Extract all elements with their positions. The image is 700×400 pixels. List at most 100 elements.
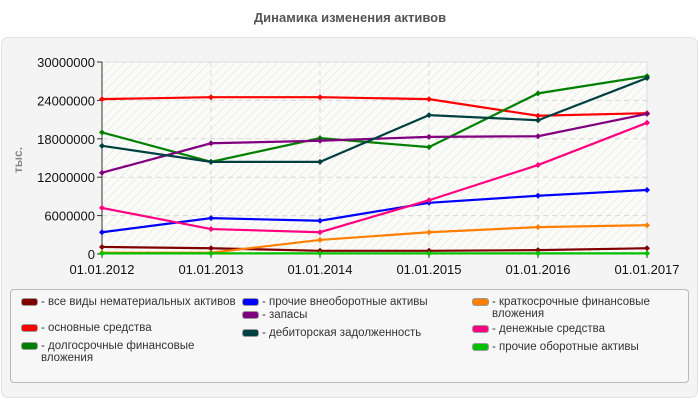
series-line: [99, 75, 650, 165]
legend-label: - денежные средства: [492, 323, 606, 335]
legend: - все виды нематериальных активов - осно…: [10, 289, 689, 383]
legend-item[interactable]: - дебиторская задолженность: [242, 327, 467, 345]
legend-item[interactable]: - прочие оборотные активы: [472, 341, 687, 359]
series-line: [99, 94, 650, 119]
legend-label: - все виды нематериальных активов: [41, 296, 236, 308]
data-point[interactable]: [99, 250, 105, 257]
line-chart: 0 6000000 12000000 18000000 24000000 30000000…: [11, 55, 680, 277]
data-point[interactable]: [535, 133, 541, 140]
legend-label: - долгосрочные финансовые вложения: [41, 340, 195, 364]
legend-item[interactable]: - основные средства: [21, 322, 246, 340]
series-line: [99, 250, 650, 257]
data-point[interactable]: [317, 229, 323, 236]
data-point[interactable]: [99, 129, 105, 136]
data-point[interactable]: [535, 247, 541, 254]
series-line: [99, 243, 650, 254]
data-point[interactable]: [426, 133, 432, 140]
data-point[interactable]: [99, 229, 105, 236]
y-axis: 0 6000000 12000000 18000000 24000000 30000000: [37, 55, 103, 262]
series-line: [99, 187, 650, 236]
legend-item[interactable]: - денежные средства: [472, 323, 687, 341]
data-point[interactable]: [644, 119, 650, 126]
legend-item[interactable]: - запасы: [242, 309, 467, 327]
data-point[interactable]: [426, 197, 432, 204]
data-point[interactable]: [208, 94, 214, 101]
data-point[interactable]: [99, 96, 105, 103]
data-point[interactable]: [535, 192, 541, 199]
legend-item[interactable]: - все виды нематериальных активов: [21, 296, 246, 322]
data-point[interactable]: [644, 250, 650, 257]
data-point[interactable]: [644, 110, 650, 117]
y-axis-label: тыс.: [11, 147, 25, 173]
data-point[interactable]: [426, 144, 432, 151]
data-point[interactable]: [317, 236, 323, 243]
data-point[interactable]: [317, 217, 323, 224]
data-point[interactable]: [426, 96, 432, 103]
svg-text:18000000: 18000000: [37, 132, 95, 147]
svg-text:01.01.2017: 01.01.2017: [614, 262, 679, 277]
x-axis: 01.01.2012 01.01.2013 01.01.2014 01.01.2015…: [69, 253, 680, 277]
data-point[interactable]: [535, 250, 541, 257]
data-point[interactable]: [99, 243, 105, 250]
data-point[interactable]: [208, 226, 214, 233]
legend-swatch: [472, 343, 489, 351]
data-point[interactable]: [535, 112, 541, 119]
data-point[interactable]: [535, 162, 541, 169]
data-point[interactable]: [644, 222, 650, 229]
legend-swatch: [21, 298, 38, 306]
data-point[interactable]: [317, 137, 323, 144]
svg-text:01.01.2015: 01.01.2015: [396, 262, 461, 277]
legend-item[interactable]: - краткосрочные финансовые вложения: [472, 296, 687, 323]
legend-swatch: [242, 329, 259, 337]
data-point[interactable]: [208, 250, 214, 257]
legend-swatch: [21, 324, 38, 332]
legend-swatch: [242, 298, 259, 306]
svg-text:6000000: 6000000: [44, 209, 95, 224]
data-point[interactable]: [99, 142, 105, 149]
svg-text:12000000: 12000000: [37, 170, 95, 185]
legend-label: - прочие оборотные активы: [492, 341, 639, 353]
legend-label: - дебиторская задолженность: [262, 327, 422, 339]
data-point[interactable]: [208, 158, 214, 165]
series-line: [99, 119, 650, 236]
svg-text:30000000: 30000000: [37, 55, 95, 70]
data-point[interactable]: [426, 112, 432, 119]
data-point[interactable]: [644, 187, 650, 193]
legend-swatch: [472, 298, 489, 306]
svg-text:0: 0: [88, 247, 95, 262]
data-point[interactable]: [644, 245, 650, 252]
legend-item[interactable]: - прочие внеоборотные активы: [242, 296, 467, 309]
chart-title: Динамика изменения активов: [253, 10, 447, 25]
data-point[interactable]: [535, 117, 541, 124]
series-lines: [99, 73, 650, 257]
legend-swatch: [242, 311, 259, 319]
legend-swatch: [21, 342, 38, 350]
data-point[interactable]: [535, 90, 541, 97]
data-point[interactable]: [317, 250, 323, 257]
legend-label: - краткосрочные финансовые вложения: [492, 296, 650, 320]
data-point[interactable]: [99, 169, 105, 176]
legend-label: - основные средства: [41, 322, 152, 334]
data-point[interactable]: [99, 204, 105, 211]
legend-column-1: - все виды нематериальных активов - осно…: [21, 296, 246, 366]
svg-text:01.01.2013: 01.01.2013: [178, 262, 243, 277]
legend-column-2: - прочие внеоборотные активы - запасы - …: [242, 296, 467, 345]
data-point[interactable]: [535, 224, 541, 231]
svg-text:01.01.2016: 01.01.2016: [505, 262, 570, 277]
data-point[interactable]: [426, 229, 432, 236]
data-point[interactable]: [208, 245, 214, 252]
data-point[interactable]: [644, 75, 650, 81]
data-point[interactable]: [317, 158, 323, 165]
svg-text:01.01.2012: 01.01.2012: [69, 262, 134, 277]
data-point[interactable]: [426, 250, 432, 257]
legend-swatch: [472, 325, 489, 333]
legend-label: - прочие внеоборотные активы: [262, 296, 428, 308]
legend-column-3: - краткосрочные финансовые вложения - де…: [472, 296, 687, 359]
legend-label: - запасы: [262, 309, 308, 321]
svg-text:01.01.2014: 01.01.2014: [287, 262, 352, 277]
data-point[interactable]: [317, 94, 323, 101]
legend-item[interactable]: - долгосрочные финансовые вложения: [21, 340, 246, 366]
data-point[interactable]: [208, 140, 214, 147]
data-point[interactable]: [208, 215, 214, 222]
svg-text:24000000: 24000000: [37, 93, 95, 108]
